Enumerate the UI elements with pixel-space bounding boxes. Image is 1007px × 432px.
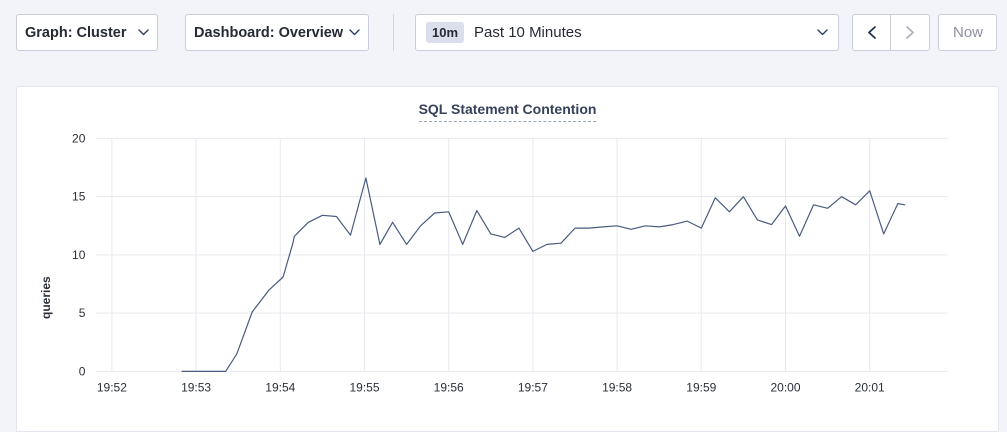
- svg-text:19:56: 19:56: [434, 380, 464, 394]
- svg-text:19:58: 19:58: [602, 380, 632, 394]
- svg-text:19:54: 19:54: [265, 380, 295, 394]
- svg-text:0: 0: [79, 364, 86, 378]
- svg-text:10: 10: [72, 248, 86, 262]
- svg-text:5: 5: [79, 306, 86, 320]
- svg-text:19:57: 19:57: [518, 380, 548, 394]
- svg-text:19:52: 19:52: [97, 380, 127, 394]
- svg-text:19:55: 19:55: [349, 380, 379, 394]
- svg-text:20: 20: [72, 131, 86, 145]
- svg-text:15: 15: [72, 190, 86, 204]
- svg-text:19:53: 19:53: [181, 380, 211, 394]
- svg-text:20:00: 20:00: [770, 380, 800, 394]
- svg-text:20:01: 20:01: [855, 380, 885, 394]
- svg-text:19:59: 19:59: [686, 380, 716, 394]
